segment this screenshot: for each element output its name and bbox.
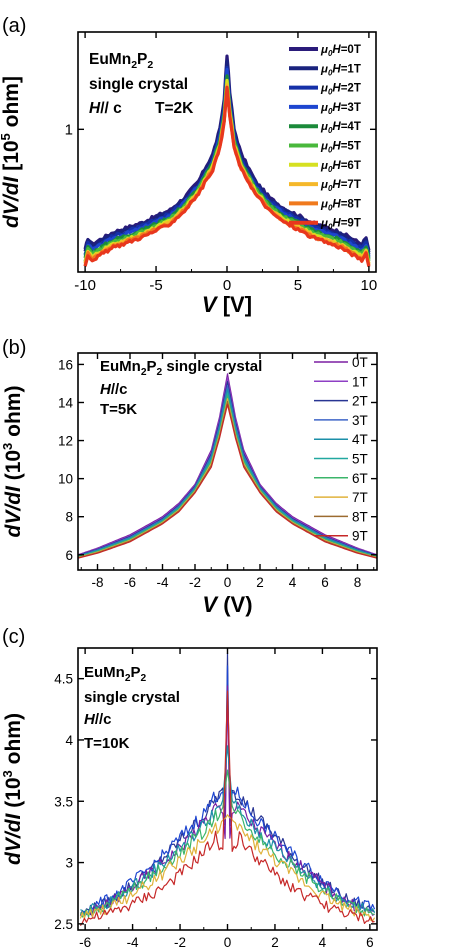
- x-tick-label: 2: [271, 935, 279, 950]
- legend-label: μ0H=4T: [320, 121, 361, 135]
- x-axis-label: V (V): [202, 592, 252, 617]
- series-line-6: [79, 690, 375, 926]
- panel-label: (c): [2, 626, 25, 648]
- legend-label: 1T: [352, 374, 368, 389]
- x-tick-label: -2: [174, 935, 186, 950]
- series-line-7: [78, 398, 377, 558]
- series-line-5: [79, 814, 376, 922]
- legend-label: 3T: [352, 413, 368, 428]
- series-line-3: [78, 384, 377, 557]
- x-tick-label: 4: [319, 935, 327, 950]
- x-tick-label: 5: [294, 277, 302, 294]
- y-tick-label: 10: [58, 472, 73, 487]
- y-tick-label: 12: [58, 434, 73, 449]
- annotation: EuMn2P2 single crystal: [100, 358, 262, 378]
- series-line-8: [78, 400, 377, 559]
- series-line-2: [80, 685, 375, 918]
- y-tick-label: 8: [65, 510, 73, 525]
- x-tick-label: -6: [124, 575, 136, 590]
- x-axis-label: V [V]: [202, 292, 252, 317]
- x-tick-label: -2: [189, 575, 201, 590]
- y-tick-label: 6: [65, 548, 73, 563]
- x-tick-label: -10: [74, 277, 96, 294]
- legend-label: μ0H=3T: [320, 102, 361, 116]
- y-tick-label: 2.5: [54, 917, 73, 932]
- series-line-9: [78, 403, 377, 559]
- legend-label: 7T: [352, 490, 368, 505]
- series-group: [78, 373, 377, 559]
- annotation: H// c: [89, 100, 122, 117]
- y-axis-label: dV/dI (103 ohm): [0, 713, 25, 865]
- x-tick-label: 2: [256, 575, 264, 590]
- x-tick-label: 6: [366, 935, 374, 950]
- y-tick-label: 3.5: [54, 794, 73, 809]
- legend-label: 8T: [352, 509, 368, 524]
- annotation: T=2K: [155, 100, 194, 117]
- legend-label: 0T: [352, 355, 368, 370]
- y-tick-label: 1: [65, 121, 73, 138]
- panel-label: (b): [2, 337, 26, 359]
- x-tick-label: -8: [91, 575, 103, 590]
- series-group: [83, 54, 371, 267]
- panel-b: -8 -6 -4 -2 0 2 4 6 8 6 8 10 12 14 16 (b) V (V) dV/dI (10…: [0, 337, 378, 617]
- x-tick-label: 4: [289, 575, 297, 590]
- annotation: EuMn2P2: [89, 51, 153, 71]
- annotation: single crystal: [84, 689, 180, 706]
- annotation: H//c: [84, 711, 112, 728]
- y-tick-label: 3: [65, 856, 73, 871]
- x-tick-label: 0: [224, 575, 232, 590]
- series-line-2: [78, 381, 377, 557]
- x-tick-label: -4: [156, 575, 168, 590]
- annotation: single crystal: [89, 76, 188, 93]
- legend: μ0H=0T μ0H=1T μ0H=2T μ0H=3T μ0H=4T μ0H=5T μ0H=…: [289, 44, 361, 232]
- annotation: T=5K: [100, 401, 137, 418]
- legend-label: 5T: [352, 452, 368, 467]
- legend-label: 2T: [352, 394, 368, 409]
- legend-label: μ0H=5T: [320, 141, 361, 155]
- series-line-1: [78, 377, 377, 556]
- legend-label: μ0H=7T: [320, 179, 361, 193]
- legend-label: μ0H=9T: [320, 218, 361, 232]
- y-tick-label: 14: [58, 395, 74, 410]
- legend-label: μ0H=2T: [320, 83, 361, 97]
- x-tick-label: 0: [223, 277, 231, 294]
- x-tick-label: -6: [79, 935, 91, 950]
- panel-a: -10 -5 0 5 10 1 (a) V [V] dV/dI [105 ohm] EuMn2P2…: [0, 15, 377, 317]
- series-line-5: [78, 392, 377, 558]
- legend-label: 9T: [352, 529, 368, 544]
- series-line-3: [83, 67, 371, 258]
- y-tick-label: 4.5: [54, 672, 73, 687]
- annotation: H//c: [100, 381, 128, 398]
- y-axis-label: dV/dI [105 ohm]: [0, 76, 23, 228]
- x-tick-label: 8: [354, 575, 362, 590]
- series-line-4: [78, 388, 377, 557]
- x-tick-label: 0: [224, 935, 232, 950]
- legend: 0T 1T 2T 3T 4T 5T 6T 7T 8T 9T: [314, 355, 368, 544]
- annotation: EuMn2P2: [84, 664, 147, 684]
- x-tick-label: 6: [321, 575, 329, 590]
- series-line-6: [78, 395, 377, 558]
- x-tick-label: -5: [149, 277, 162, 294]
- panel-label: (a): [2, 15, 26, 37]
- legend-label: μ0H=1T: [320, 63, 361, 77]
- series-line-1: [80, 665, 376, 915]
- series-line-9: [83, 85, 371, 267]
- y-tick-label: 4: [65, 733, 73, 748]
- legend-label: μ0H=0T: [320, 44, 361, 58]
- x-tick-label: 10: [361, 277, 378, 294]
- x-tick-label: -4: [127, 935, 139, 950]
- y-axis-label: dV/dI (103 ohm): [0, 386, 25, 538]
- legend-label: 4T: [352, 432, 368, 447]
- legend-label: μ0H=6T: [320, 160, 361, 174]
- annotation: T=10K: [84, 735, 130, 752]
- legend-label: μ0H=8T: [320, 198, 361, 212]
- series-line-3: [80, 745, 376, 916]
- y-tick-label: 16: [58, 357, 73, 372]
- legend-label: 6T: [352, 471, 368, 486]
